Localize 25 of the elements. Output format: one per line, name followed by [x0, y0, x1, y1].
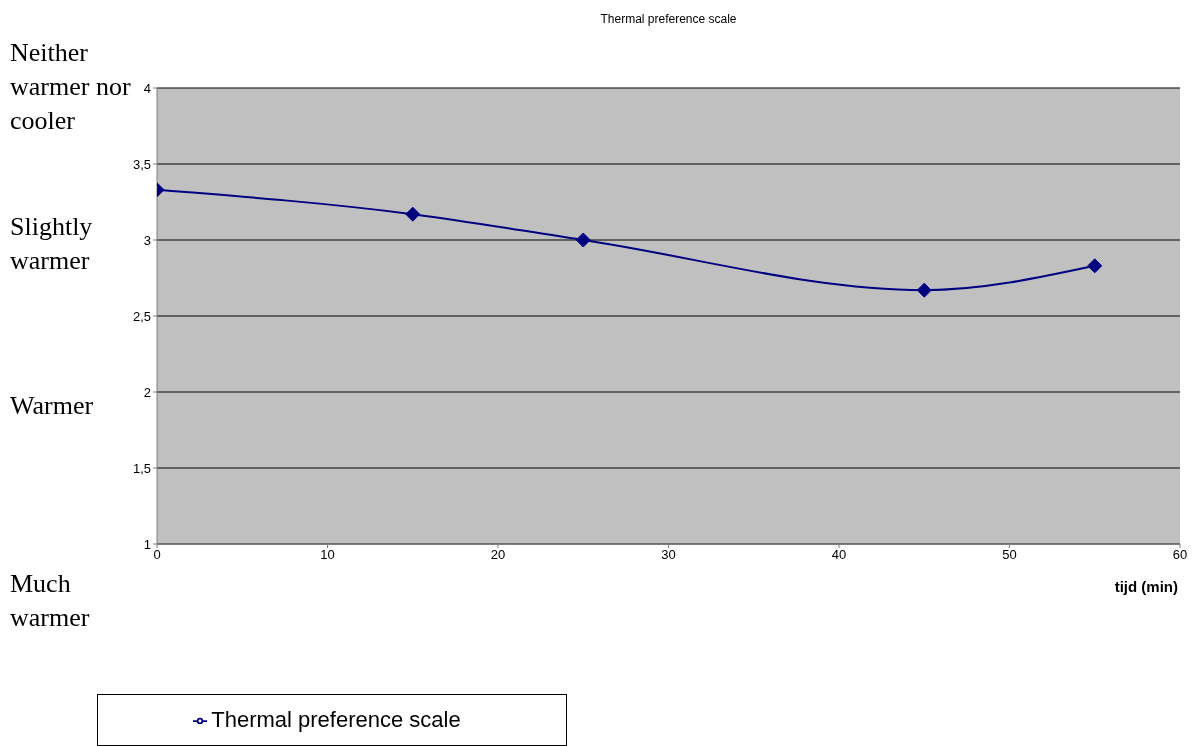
x-axis-title: tijd (min) [1114, 578, 1178, 595]
text: Much warmer [10, 568, 91, 634]
text: Warmer [10, 389, 95, 422]
point [405, 206, 421, 222]
y-tick-label: 1 [143, 536, 151, 552]
x-tick-label: 10 [320, 547, 335, 563]
point [575, 232, 591, 248]
y-tick-label: 1,5 [132, 460, 151, 476]
x-tick-label: 60 [1172, 547, 1188, 563]
point [916, 282, 932, 298]
chart-title: Thermal preference scale [599, 12, 738, 26]
y-tick-label: 2,5 [132, 308, 151, 324]
x-tick-label: 0 [153, 547, 161, 563]
y-tick-label: 3 [143, 232, 151, 248]
x-tick-label: 40 [831, 547, 847, 563]
y-tick-label: 4 [143, 80, 151, 96]
x-tick-label: 30 [661, 547, 676, 563]
legend-label: Thermal preference scale [211, 707, 461, 732]
y-tick-label: 2 [143, 384, 151, 400]
text: Neither warmer nor cooler [10, 37, 132, 137]
text: Slightly warmer [10, 211, 94, 278]
point [1087, 258, 1103, 274]
y-tick-label: 3,5 [132, 156, 151, 172]
x-tick-label: 50 [1002, 547, 1017, 563]
x-tick-label: 20 [490, 547, 506, 563]
